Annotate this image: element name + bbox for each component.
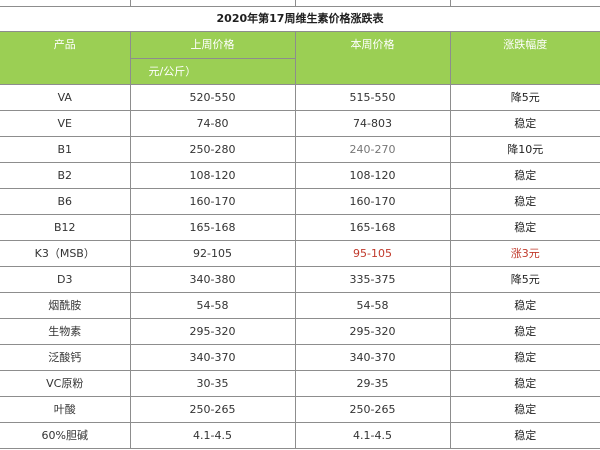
product-cell: B6: [0, 188, 131, 215]
last-week-price-cell: 92-105: [129, 240, 296, 267]
last-week-price-cell: 165-168: [129, 214, 296, 241]
change-cell: 稳定: [449, 422, 600, 449]
change-cell: 降10元: [449, 136, 600, 163]
last-week-price-cell: 340-370: [129, 344, 296, 371]
table-row: VA 520-550 515-550 降5元: [0, 84, 600, 111]
this-week-price-cell: 29-35: [294, 370, 451, 397]
product-cell: 60%胆碱: [0, 422, 131, 449]
last-week-price-cell: 160-170: [129, 188, 296, 215]
product-cell: 叶酸: [0, 396, 131, 423]
table-row: 60%胆碱 4.1-4.5 4.1-4.5 稳定: [0, 422, 600, 449]
change-cell: 稳定: [449, 344, 600, 371]
product-cell: VA: [0, 84, 131, 111]
top-divider: [295, 0, 296, 6]
this-week-price-cell: 515-550: [294, 84, 451, 111]
this-week-price-cell: 335-375: [294, 266, 451, 293]
last-week-price-cell: 108-120: [129, 162, 296, 189]
change-cell: 稳定: [449, 110, 600, 137]
header-change: 涨跌幅度: [449, 31, 600, 85]
top-divider: [450, 0, 451, 6]
product-cell: VC原粉: [0, 370, 131, 397]
product-cell: 泛酸钙: [0, 344, 131, 371]
table-row: D3 340-380 335-375 降5元: [0, 266, 600, 293]
last-week-price-cell: 250-280: [129, 136, 296, 163]
change-cell: 降5元: [449, 266, 600, 293]
header-row: 产品 上周价格 本周价格 涨跌幅度: [0, 31, 600, 85]
table-title: 2020年第17周维生素价格涨跌表: [0, 6, 600, 32]
table-row: VE 74-80 74-803 稳定: [0, 110, 600, 137]
this-week-price-cell: 295-320: [294, 318, 451, 345]
table-row: 烟酰胺 54-58 54-58 稳定: [0, 292, 600, 319]
change-cell: 稳定: [449, 292, 600, 319]
table-row: B6 160-170 160-170 稳定: [0, 188, 600, 215]
change-cell: 稳定: [449, 214, 600, 241]
top-divider: [130, 0, 131, 6]
this-week-price-cell: 340-370: [294, 344, 451, 371]
change-cell: 稳定: [449, 188, 600, 215]
table-row: B2 108-120 108-120 稳定: [0, 162, 600, 189]
last-week-price-cell: 295-320: [129, 318, 296, 345]
product-cell: 烟酰胺: [0, 292, 131, 319]
this-week-price-cell: 54-58: [294, 292, 451, 319]
last-week-price-cell: 340-380: [129, 266, 296, 293]
product-cell: B12: [0, 214, 131, 241]
table-row: 叶酸 250-265 250-265 稳定: [0, 396, 600, 423]
title-row: 2020年第17周维生素价格涨跌表: [0, 6, 600, 32]
vitamin-price-table: 2020年第17周维生素价格涨跌表 产品 上周价格 本周价格 涨跌幅度 元/公斤…: [0, 6, 600, 449]
this-week-price-cell: 74-803: [294, 110, 451, 137]
table-row: VC原粉 30-35 29-35 稳定: [0, 370, 600, 397]
change-cell: 降5元: [449, 84, 600, 111]
this-week-price-cell: 95-105: [294, 240, 451, 267]
product-cell: D3: [0, 266, 131, 293]
table-row: K3（MSB） 92-105 95-105 涨3元: [0, 240, 600, 267]
product-cell: VE: [0, 110, 131, 137]
header-last-week: 上周价格: [129, 31, 296, 59]
last-week-price-cell: 4.1-4.5: [129, 422, 296, 449]
header-unit: 元/公斤）: [129, 58, 296, 85]
this-week-price-cell: 160-170: [294, 188, 451, 215]
table-row: B12 165-168 165-168 稳定: [0, 214, 600, 241]
change-cell: 稳定: [449, 162, 600, 189]
change-cell: 涨3元: [449, 240, 600, 267]
change-cell: 稳定: [449, 318, 600, 345]
this-week-price-cell: 250-265: [294, 396, 451, 423]
this-week-price-cell: 108-120: [294, 162, 451, 189]
last-week-price-cell: 74-80: [129, 110, 296, 137]
header-this-week: 本周价格: [294, 31, 451, 85]
change-cell: 稳定: [449, 396, 600, 423]
last-week-price-cell: 250-265: [129, 396, 296, 423]
table-row: 生物素 295-320 295-320 稳定: [0, 318, 600, 345]
product-cell: K3（MSB）: [0, 240, 131, 267]
last-week-price-cell: 30-35: [129, 370, 296, 397]
this-week-price-cell: 4.1-4.5: [294, 422, 451, 449]
table-row: 泛酸钙 340-370 340-370 稳定: [0, 344, 600, 371]
last-week-price-cell: 520-550: [129, 84, 296, 111]
table-row: B1 250-280 240-270 降10元: [0, 136, 600, 163]
change-cell: 稳定: [449, 370, 600, 397]
this-week-price-cell: 165-168: [294, 214, 451, 241]
product-cell: B2: [0, 162, 131, 189]
product-cell: 生物素: [0, 318, 131, 345]
header-product: 产品: [0, 31, 131, 85]
this-week-price-cell: 240-270: [294, 136, 451, 163]
product-cell: B1: [0, 136, 131, 163]
last-week-price-cell: 54-58: [129, 292, 296, 319]
